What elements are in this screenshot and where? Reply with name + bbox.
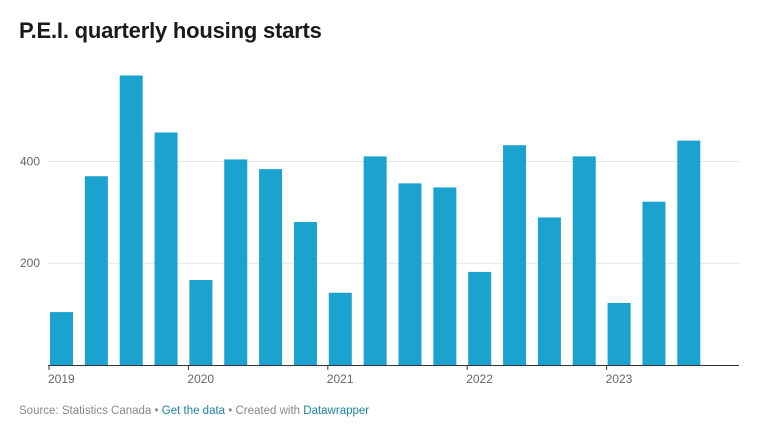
x-tick-label: 2022 — [466, 372, 493, 386]
bar[interactable] — [363, 156, 387, 365]
chart-title: P.E.I. quarterly housing starts — [19, 18, 322, 43]
get-the-data-link[interactable]: Get the data — [161, 405, 226, 417]
bar[interactable] — [154, 132, 178, 365]
y-tick-label: 400 — [20, 154, 40, 168]
bar[interactable] — [259, 169, 283, 365]
bar[interactable] — [677, 140, 701, 365]
footer-separator: • — [154, 405, 159, 417]
footer-separator: • — [228, 405, 233, 417]
bar[interactable] — [642, 201, 666, 365]
chart-footer: Source: Statistics Canada • Get the data… — [19, 405, 369, 417]
bar-chart: 200 400 2019 2020 2021 2022 2023 — [20, 75, 739, 386]
x-tick-label: 2020 — [187, 372, 214, 386]
x-tick-label: 2019 — [48, 372, 75, 386]
bar[interactable] — [398, 183, 422, 365]
bar[interactable] — [537, 217, 561, 365]
y-tick-label: 200 — [20, 256, 40, 270]
bar[interactable] — [84, 176, 108, 365]
bar[interactable] — [468, 271, 492, 365]
bar[interactable] — [503, 145, 527, 365]
bar[interactable] — [607, 302, 631, 365]
x-tick-label: 2023 — [606, 372, 633, 386]
source-text: Source: Statistics Canada — [19, 405, 152, 417]
bar[interactable] — [433, 187, 457, 365]
bar[interactable] — [293, 222, 317, 365]
bar[interactable] — [224, 159, 248, 365]
datawrapper-link[interactable]: Datawrapper — [303, 405, 370, 417]
created-with-text: Created with — [235, 405, 301, 417]
bar[interactable] — [328, 292, 352, 365]
bar[interactable] — [119, 75, 143, 365]
bar[interactable] — [50, 312, 73, 365]
bar[interactable] — [189, 280, 213, 365]
bar[interactable] — [572, 156, 596, 365]
x-tick-label: 2021 — [327, 372, 354, 386]
